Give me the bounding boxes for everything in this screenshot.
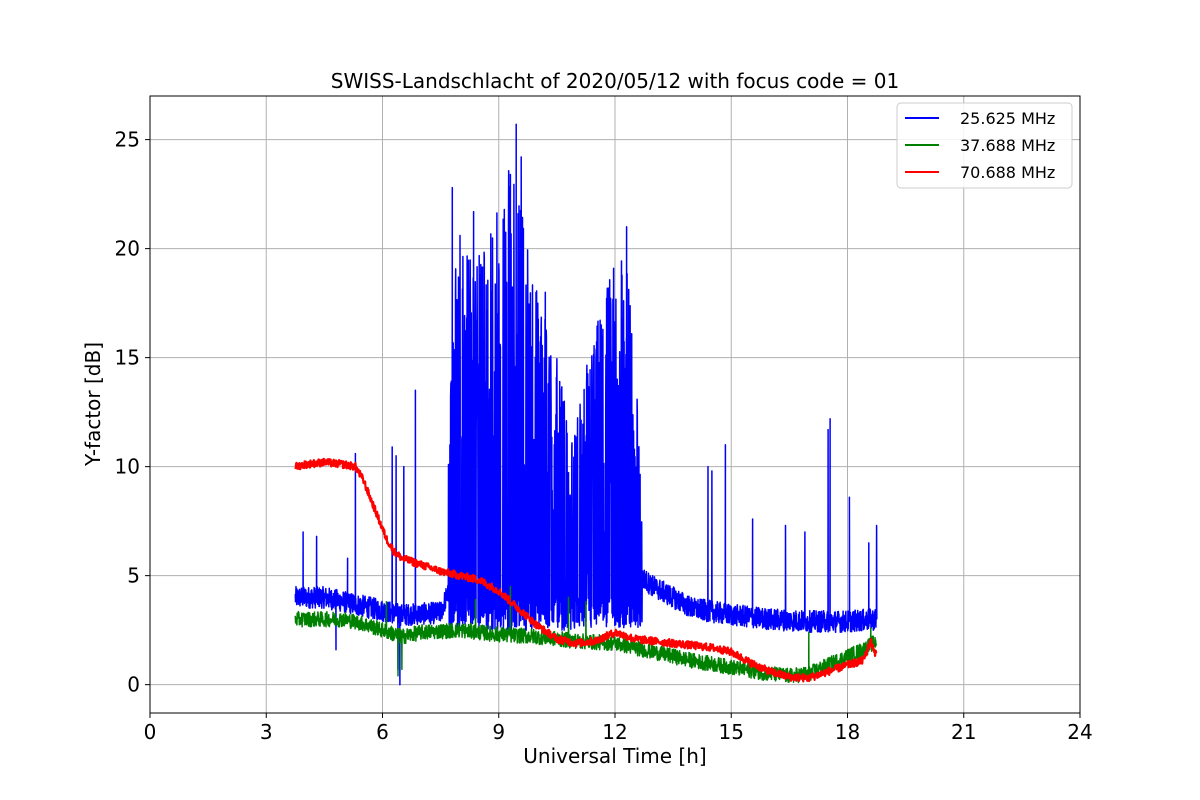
y-tick-label: 20 [115,237,140,261]
series-line-70mhz [294,457,878,683]
legend-label-37mhz: 37.688 MHz [960,136,1055,155]
y-tick-label: 15 [115,346,140,370]
x-tick-label: 18 [835,720,860,744]
x-tick-label: 3 [260,720,273,744]
legend-label-25mhz: 25.625 MHz [960,109,1055,128]
legend-box [896,102,1073,189]
y-tick-label: 25 [115,128,140,152]
x-tick-label: 9 [492,720,505,744]
y-tick-label: 5 [127,564,140,588]
chart-title: SWISS-Landschlacht of 2020/05/12 with fo… [331,69,899,93]
x-tick-label: 12 [602,720,627,744]
series-line-25mhz [294,123,878,686]
x-axis-label: Universal Time [h] [523,744,706,768]
x-tick-label: 15 [719,720,744,744]
legend-label-70mhz: 70.688 MHz [960,163,1055,182]
x-tick-label: 24 [1067,720,1092,744]
x-tick-label: 0 [144,720,157,744]
y-tick-label: 10 [115,455,140,479]
y-tick-label: 0 [127,673,140,697]
axis-ticks: 0 3 6 9 12 15 18 21 24 0 5 10 15 20 25 [115,128,1093,744]
legend: 25.625 MHz 37.688 MHz 70.688 MHz [896,102,1073,189]
y-axis-label: Y-factor [dB] [81,342,105,467]
series-layer [294,123,878,686]
x-tick-label: 6 [376,720,389,744]
x-tick-label: 21 [951,720,976,744]
